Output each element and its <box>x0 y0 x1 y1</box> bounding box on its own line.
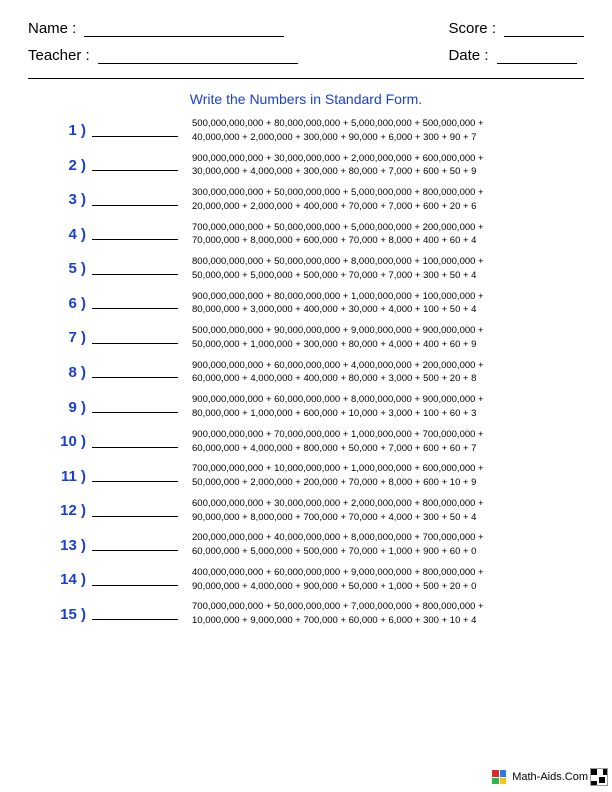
problem-row: 5 ) 800,000,000,000 + 50,000,000,000 + 8,… <box>38 255 580 283</box>
problem-row: 8 ) 900,000,000,000 + 60,000,000,000 + 4,… <box>38 359 580 387</box>
problem-expression: 400,000,000,000 + 60,000,000,000 + 9,000… <box>192 566 580 594</box>
problem-expression: 800,000,000,000 + 50,000,000,000 + 8,000… <box>192 255 580 283</box>
problems-list: 1 ) 500,000,000,000 + 80,000,000,000 + 5,… <box>28 117 584 628</box>
brand-logo-icon <box>492 770 506 784</box>
problem-expression: 900,000,000,000 + 30,000,000,000 + 2,000… <box>192 152 580 180</box>
problem-row: 14 ) 400,000,000,000 + 60,000,000,000 + 9… <box>38 566 580 594</box>
problem-row: 3 ) 300,000,000,000 + 50,000,000,000 + 5,… <box>38 186 580 214</box>
problem-number: 1 ) <box>38 122 86 139</box>
problem-number: 10 ) <box>38 433 86 450</box>
header-divider <box>28 78 584 79</box>
brand-text: Math-Aids.Com <box>512 771 588 783</box>
score-input-line[interactable] <box>504 23 584 37</box>
problem-number: 13 ) <box>38 537 86 554</box>
problem-row: 9 ) 900,000,000,000 + 60,000,000,000 + 8,… <box>38 393 580 421</box>
answer-input-line[interactable] <box>92 401 178 413</box>
problem-expression: 700,000,000,000 + 50,000,000,000 + 5,000… <box>192 221 580 249</box>
problem-expression: 900,000,000,000 + 60,000,000,000 + 8,000… <box>192 393 580 421</box>
answer-input-line[interactable] <box>92 505 178 517</box>
answer-input-line[interactable] <box>92 574 178 586</box>
problem-expression: 900,000,000,000 + 60,000,000,000 + 4,000… <box>192 359 580 387</box>
problem-expression: 200,000,000,000 + 40,000,000,000 + 8,000… <box>192 531 580 559</box>
problem-row: 7 ) 500,000,000,000 + 90,000,000,000 + 9,… <box>38 324 580 352</box>
header-left: Name : Teacher : <box>28 20 298 64</box>
teacher-label: Teacher : <box>28 47 90 64</box>
problem-number: 9 ) <box>38 399 86 416</box>
problem-expression: 500,000,000,000 + 80,000,000,000 + 5,000… <box>192 117 580 145</box>
answer-input-line[interactable] <box>92 228 178 240</box>
problem-number: 3 ) <box>38 191 86 208</box>
problem-number: 14 ) <box>38 571 86 588</box>
name-input-line[interactable] <box>84 23 284 37</box>
answer-input-line[interactable] <box>92 159 178 171</box>
score-row: Score : <box>448 20 584 37</box>
teacher-input-line[interactable] <box>98 50 298 64</box>
problem-expression: 700,000,000,000 + 50,000,000,000 + 7,000… <box>192 600 580 628</box>
problem-number: 12 ) <box>38 502 86 519</box>
problem-number: 6 ) <box>38 295 86 312</box>
problem-expression: 600,000,000,000 + 30,000,000,000 + 2,000… <box>192 497 580 525</box>
problem-expression: 900,000,000,000 + 80,000,000,000 + 1,000… <box>192 290 580 318</box>
answer-input-line[interactable] <box>92 539 178 551</box>
name-row: Name : <box>28 20 298 37</box>
worksheet-title: Write the Numbers in Standard Form. <box>28 91 584 107</box>
problem-expression: 700,000,000,000 + 10,000,000,000 + 1,000… <box>192 462 580 490</box>
answer-input-line[interactable] <box>92 608 178 620</box>
problem-row: 2 ) 900,000,000,000 + 30,000,000,000 + 2,… <box>38 152 580 180</box>
problem-row: 10 ) 900,000,000,000 + 70,000,000,000 + 1… <box>38 428 580 456</box>
answer-input-line[interactable] <box>92 436 178 448</box>
problem-expression: 900,000,000,000 + 70,000,000,000 + 1,000… <box>192 428 580 456</box>
date-row: Date : <box>448 47 584 64</box>
problem-row: 1 ) 500,000,000,000 + 80,000,000,000 + 5,… <box>38 117 580 145</box>
answer-input-line[interactable] <box>92 194 178 206</box>
answer-input-line[interactable] <box>92 332 178 344</box>
problem-expression: 300,000,000,000 + 50,000,000,000 + 5,000… <box>192 186 580 214</box>
problem-row: 13 ) 200,000,000,000 + 40,000,000,000 + 8… <box>38 531 580 559</box>
answer-input-line[interactable] <box>92 366 178 378</box>
date-label: Date : <box>448 47 488 64</box>
score-label: Score : <box>448 20 496 37</box>
header-right: Score : Date : <box>448 20 584 64</box>
problem-number: 4 ) <box>38 226 86 243</box>
header: Name : Teacher : Score : Date : <box>28 20 584 64</box>
problem-number: 2 ) <box>38 157 86 174</box>
problem-number: 5 ) <box>38 260 86 277</box>
answer-input-line[interactable] <box>92 297 178 309</box>
problem-row: 11 ) 700,000,000,000 + 10,000,000,000 + 1… <box>38 462 580 490</box>
answer-input-line[interactable] <box>92 125 178 137</box>
problem-row: 15 ) 700,000,000,000 + 50,000,000,000 + 7… <box>38 600 580 628</box>
answer-input-line[interactable] <box>92 470 178 482</box>
problem-row: 4 ) 700,000,000,000 + 50,000,000,000 + 5,… <box>38 221 580 249</box>
date-input-line[interactable] <box>497 50 577 64</box>
answer-input-line[interactable] <box>92 263 178 275</box>
problem-number: 8 ) <box>38 364 86 381</box>
name-label: Name : <box>28 20 76 37</box>
problem-number: 11 ) <box>38 468 86 485</box>
problem-row: 12 ) 600,000,000,000 + 30,000,000,000 + 2… <box>38 497 580 525</box>
teacher-row: Teacher : <box>28 47 298 64</box>
footer: Math-Aids.Com <box>492 770 588 784</box>
problem-expression: 500,000,000,000 + 90,000,000,000 + 9,000… <box>192 324 580 352</box>
problem-number: 7 ) <box>38 329 86 346</box>
problem-number: 15 ) <box>38 606 86 623</box>
problem-row: 6 ) 900,000,000,000 + 80,000,000,000 + 1,… <box>38 290 580 318</box>
qr-code-icon <box>590 768 608 786</box>
